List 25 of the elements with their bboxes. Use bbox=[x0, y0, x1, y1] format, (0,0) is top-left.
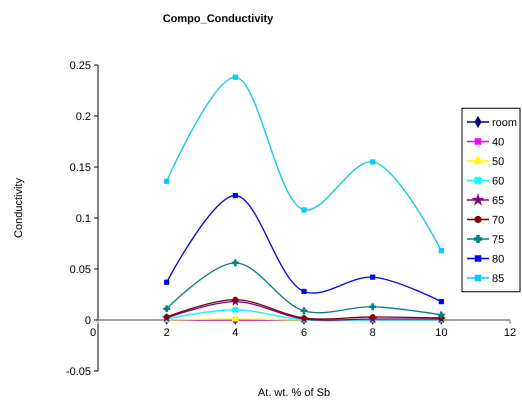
legend-label: 75 bbox=[492, 234, 504, 246]
legend-label: 85 bbox=[492, 272, 504, 285]
y-tick-label: 0.05 bbox=[70, 264, 91, 276]
legend-label: 40 bbox=[492, 136, 504, 148]
y-tick-label: 0.1 bbox=[76, 212, 91, 225]
x-tick-label: 4 bbox=[232, 327, 238, 339]
y-tick-label: 0.2 bbox=[76, 110, 91, 123]
x-tick-label: 6 bbox=[300, 327, 308, 339]
x-tick-label: 2 bbox=[164, 327, 170, 339]
y-axis-title: Conductivity bbox=[13, 178, 25, 238]
legend-label: 50 bbox=[492, 156, 504, 168]
legend-label: 65 bbox=[492, 194, 504, 207]
legend-label: 60 bbox=[492, 175, 504, 188]
chart-title: Compo_Conductivity bbox=[162, 13, 274, 25]
legend-label: room bbox=[492, 116, 518, 129]
legend-label: 70 bbox=[492, 214, 504, 226]
y-tick-label: 0.15 bbox=[70, 162, 91, 174]
y-tick-label: -0.05 bbox=[66, 366, 91, 378]
x-axis-title: At. wt. % of Sb bbox=[258, 387, 330, 399]
x-tick-label: 10 bbox=[435, 327, 448, 339]
x-tick-label: 12 bbox=[504, 327, 516, 339]
legend-label: 80 bbox=[492, 253, 504, 266]
y-tick-label: 0.25 bbox=[70, 60, 91, 72]
x-tick-label: 8 bbox=[370, 327, 376, 339]
y-tick-label: 0 bbox=[84, 314, 91, 327]
